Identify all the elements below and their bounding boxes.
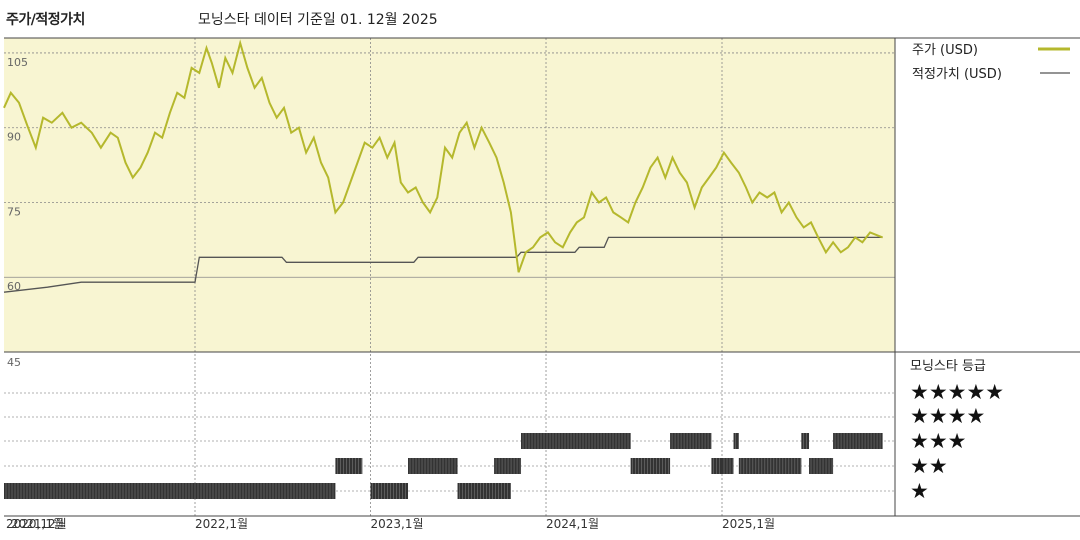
x-tick-label: 2021,1월 xyxy=(11,517,64,531)
chart-title: 모닝스타 데이터 기준일 01. 12월 2025 xyxy=(198,12,438,28)
y-tick-label: 90 xyxy=(7,131,21,144)
rating-3-stars: ★★★ xyxy=(910,429,966,453)
price-grid xyxy=(4,38,895,516)
legend-price-label: 주가 (USD) xyxy=(912,43,978,58)
x-tick-label: 2022,1월 xyxy=(195,517,248,531)
rating-period-bar xyxy=(833,433,883,449)
fair-value-line xyxy=(3,236,883,293)
rating-period-bar xyxy=(408,458,458,474)
rating-period-bar xyxy=(722,458,734,474)
x-tick-label: 2023,1월 xyxy=(371,517,424,531)
rating-4-stars: ★★★★ xyxy=(910,404,985,428)
rating-period-bar xyxy=(521,433,631,449)
x-tick-label: 2020,12월 xyxy=(6,517,67,531)
legend-fair-value-label: 적정가치 (USD) xyxy=(912,67,1002,82)
y-tick-label: 75 xyxy=(7,205,21,218)
rating-period-bar xyxy=(370,483,409,499)
rating-period-bar xyxy=(733,433,739,449)
price-line xyxy=(3,39,883,273)
rating-1-star: ★ xyxy=(910,479,929,503)
rating-grid xyxy=(4,392,895,492)
x-tick-label: 2024,1월 xyxy=(546,517,599,531)
rating-5-stars: ★★★★★ xyxy=(910,380,1004,404)
rating-period-bar xyxy=(809,458,834,474)
y-tick-label: 45 xyxy=(7,356,21,369)
rating-2-stars: ★★ xyxy=(910,454,948,478)
plot-background xyxy=(4,38,895,352)
y-tick-label: 105 xyxy=(7,56,28,69)
rating-bars xyxy=(4,433,883,499)
y-tick-label: 60 xyxy=(7,280,21,293)
rating-period-bar xyxy=(801,433,810,449)
rating-title: 모닝스타 등급 xyxy=(910,359,986,374)
rating-period-bar xyxy=(670,433,712,449)
rating-period-bar xyxy=(457,483,511,499)
y-axis-ticks: 105 90 75 60 45 xyxy=(7,56,28,369)
chart-side-label: 주가/적정가치 xyxy=(6,12,85,28)
x-tick-label: 2025,1월 xyxy=(722,517,775,531)
